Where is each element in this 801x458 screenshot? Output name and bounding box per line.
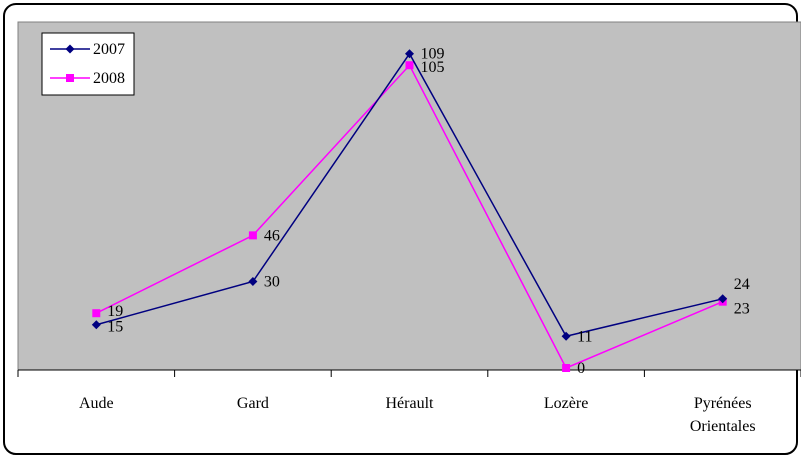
x-tick-label: Hérault — [386, 395, 435, 412]
data-point-2008 — [406, 61, 414, 69]
x-tick-label: Lozère — [544, 395, 588, 412]
data-label-2007: 11 — [577, 328, 592, 345]
data-label-2007: 30 — [264, 273, 280, 290]
data-point-2008 — [249, 231, 257, 239]
data-label-2008: 19 — [107, 303, 123, 320]
data-point-2008 — [92, 309, 100, 317]
data-label-2008: 46 — [264, 227, 280, 244]
legend-label-2008: 2008 — [93, 70, 125, 87]
legend: 2007 2008 — [42, 33, 134, 95]
data-label-2007: 15 — [107, 319, 123, 336]
data-point-2008 — [562, 364, 570, 372]
legend-label-2007: 2007 — [93, 41, 125, 58]
data-label-2007: 24 — [734, 276, 750, 293]
data-label-2008: 0 — [577, 360, 585, 377]
data-label-2008: 105 — [421, 59, 445, 76]
legend-marker-2008 — [66, 74, 74, 82]
x-tick-label: Gard — [237, 395, 269, 412]
data-label-2008: 23 — [734, 301, 750, 318]
x-tick-label: Aude — [79, 395, 114, 412]
